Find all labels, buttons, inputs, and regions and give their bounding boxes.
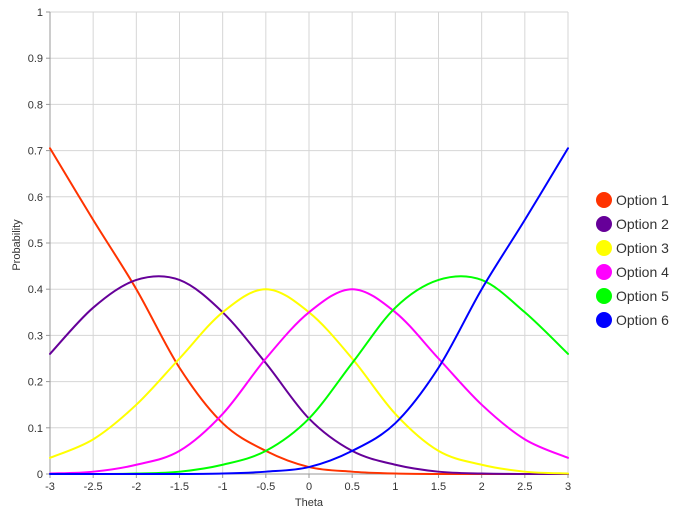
x-tick-labels: -3 -2.5 -2 -1.5 -1 -0.5 0 0.5 1 1.5 2 2.5 3 [45,481,571,493]
legend-label: Option 5 [616,288,669,304]
legend-marker [596,240,612,256]
series-line-option-4 [49,288,569,475]
x-tick-label: -2.5 [84,481,103,493]
x-tick-label: 1 [392,481,398,493]
legend-marker [596,264,612,280]
y-tick-label: 0.1 [28,423,43,435]
legend-label: Option 1 [616,192,669,208]
x-tick-label: 3 [565,481,571,493]
legend-label: Option 3 [616,240,669,256]
y-tick-label: 0.7 [28,146,43,158]
legend-marker [596,192,612,208]
legend: Option 1 Option 2 Option 3 Option 4 Option 5… [596,192,669,328]
y-tick-label: 0.2 [28,377,43,389]
y-tick-label: 0.8 [28,99,43,111]
y-tick-label: 0.6 [28,192,43,204]
legend-marker [596,216,612,232]
legend-label: Option 4 [616,264,669,280]
y-tick-label: 0.9 [28,53,43,65]
legend-item-option-5[interactable]: Option 5 [596,288,669,304]
y-tick-label: 1 [37,7,43,19]
legend-label: Option 6 [616,312,669,328]
legend-item-option-2[interactable]: Option 2 [596,216,669,232]
x-tick-label: -2 [131,481,141,493]
legend-item-option-4[interactable]: Option 4 [596,264,669,280]
legend-item-option-3[interactable]: Option 3 [596,240,669,256]
y-tick-labels: 0 0.1 0.2 0.3 0.4 0.5 0.6 0.7 0.8 0.9 1 [28,7,43,481]
legend-item-option-6[interactable]: Option 6 [596,312,669,328]
x-tick-label: -1 [218,481,228,493]
x-tick-label: 1.5 [431,481,446,493]
legend-marker [596,288,612,304]
x-tick-label: 2 [479,481,485,493]
legend-label: Option 2 [616,216,669,232]
legend-marker [596,312,612,328]
y-tick-label: 0 [37,469,43,481]
y-tick-label: 0.4 [28,284,43,296]
series-lines [49,147,569,476]
x-tick-label: -3 [45,481,55,493]
y-axis-title: Probability [11,219,23,271]
x-tick-label: -0.5 [256,481,275,493]
x-tick-label: -1.5 [170,481,189,493]
y-tick-label: 0.3 [28,330,43,342]
x-axis-title: Theta [295,497,324,509]
x-tick-label: 0.5 [345,481,360,493]
x-tick-label: 2.5 [517,481,532,493]
series-line-option-6 [49,147,569,476]
x-tick-label: 0 [306,481,312,493]
y-tick-label: 0.5 [28,238,43,250]
legend-item-option-1[interactable]: Option 1 [596,192,669,208]
